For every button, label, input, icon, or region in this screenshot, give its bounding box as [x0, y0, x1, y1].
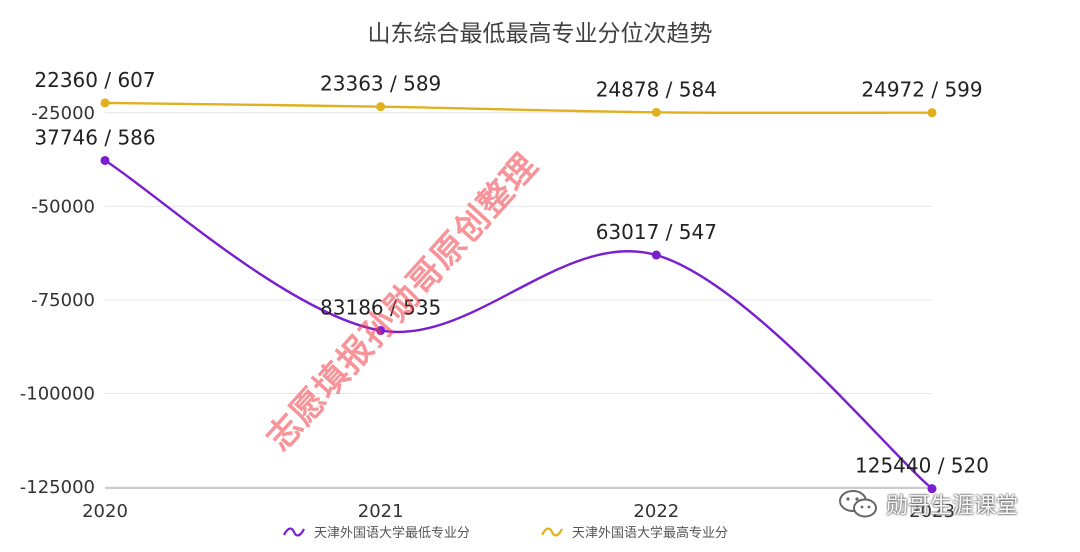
data-point-0-2021[interactable] — [376, 326, 386, 336]
data-label-1-2020: 22360 / 607 — [34, 68, 155, 92]
legend-item-max[interactable]: 天津外国语大学最高专业分 — [540, 522, 728, 541]
y-tick-label-2: -75000 — [31, 290, 95, 311]
x-tick-label-2020: 2020 — [82, 501, 128, 522]
x-tick-label-2022: 2022 — [633, 501, 679, 522]
series-line-1 — [104, 101, 933, 115]
y-tick-label-4: -125000 — [20, 477, 95, 498]
legend-line-icon-min — [283, 527, 305, 536]
data-point-1-2021[interactable] — [376, 102, 386, 112]
y-tick-label-0: -25000 — [31, 103, 95, 124]
data-label-1-2022: 24878 / 584 — [596, 77, 717, 101]
brand-name: 勋哥生涯课堂 — [886, 494, 1019, 519]
data-label-1-2023: 24972 / 599 — [861, 78, 982, 102]
data-point-0-2020[interactable] — [100, 155, 110, 165]
data-label-0-2023: 125440 / 520 — [855, 454, 989, 478]
legend: 天津外国语大学最低专业分 天津外国语大学最高专业分 — [0, 522, 1080, 546]
brand-badge: 勋哥生涯课堂 — [838, 488, 1018, 520]
series-line-0 — [104, 159, 933, 490]
data-point-1-2023[interactable] — [927, 108, 937, 118]
data-point-0-2022[interactable] — [651, 250, 661, 260]
legend-item-min[interactable]: 天津外国语大学最低专业分 — [282, 522, 470, 541]
chart-title: 山东综合最低最高专业分位次趋势 — [367, 21, 713, 47]
legend-label-max: 天津外国语大学最高专业分 — [572, 526, 729, 541]
data-label-0-2021: 83186 / 535 — [320, 296, 441, 320]
data-label-1-2021: 23363 / 589 — [320, 72, 441, 96]
data-label-0-2020: 37746 / 586 — [34, 125, 155, 149]
legend-line-icon-max — [541, 527, 563, 536]
legend-label-min: 天津外国语大学最低专业分 — [314, 526, 471, 541]
x-tick-label-2021: 2021 — [358, 501, 404, 522]
wechat-icon — [839, 490, 877, 518]
y-tick-label-1: -50000 — [31, 196, 95, 217]
data-point-1-2020[interactable] — [100, 98, 110, 108]
data-point-0-2023[interactable] — [927, 484, 937, 494]
x-tick-label-2023: 2023 — [909, 501, 955, 522]
data-point-1-2022[interactable] — [651, 107, 661, 117]
data-label-0-2022: 63017 / 547 — [596, 220, 717, 244]
y-tick-label-3: -100000 — [20, 383, 95, 404]
